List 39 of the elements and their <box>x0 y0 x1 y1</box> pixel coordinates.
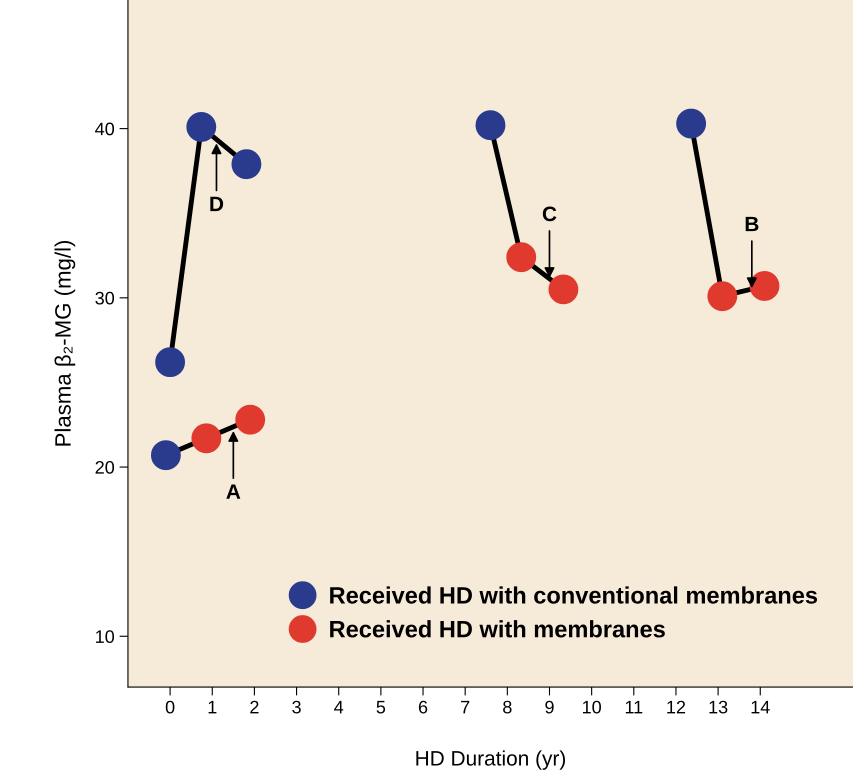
point <box>750 271 780 301</box>
y-axis-title: Plasma β₂-MG (mg/l) <box>54 240 76 446</box>
point <box>191 423 222 454</box>
x-tick-label: 14 <box>752 700 770 714</box>
y-tick-label: 20 <box>96 460 114 474</box>
point <box>231 149 262 180</box>
point <box>476 110 506 140</box>
y-tick-label: 30 <box>95 292 114 305</box>
x-tick-label: 9 <box>545 700 554 714</box>
x-tick-label: 8 <box>503 700 512 714</box>
x-tick-label: 5 <box>376 700 386 714</box>
x-tick-label: 11 <box>626 700 642 714</box>
x-tick-label: 13 <box>709 700 728 714</box>
x-tick-label: 2 <box>250 700 259 714</box>
x-tick-label: 12 <box>667 700 686 714</box>
x-axis-title: HD Duration (yr) <box>416 750 566 770</box>
annotation: B <box>746 216 758 232</box>
x-tick-label: 10 <box>582 700 601 714</box>
point <box>707 281 738 312</box>
y-tick-label: 10 <box>96 630 114 643</box>
legend-label: Received HD with conventional membranes <box>330 586 818 604</box>
point <box>548 274 578 304</box>
x-tick-label: 7 <box>461 700 470 714</box>
x-tick-label: 4 <box>334 700 344 714</box>
point <box>186 112 216 142</box>
annotation: C <box>542 206 556 222</box>
point <box>676 108 706 138</box>
point <box>235 404 266 435</box>
x-tick-label: 3 <box>292 700 301 714</box>
point <box>506 242 536 272</box>
annotation: A <box>226 484 240 499</box>
point <box>155 347 186 378</box>
point <box>150 440 181 470</box>
x-tick-label: 1 <box>208 700 216 714</box>
y-tick-label: 40 <box>95 122 114 136</box>
annotation: D <box>210 196 224 212</box>
x-tick-label: 0 <box>166 700 174 714</box>
legend-label: Received HD with membranes <box>330 620 665 638</box>
x-tick-label: 6 <box>418 700 428 714</box>
